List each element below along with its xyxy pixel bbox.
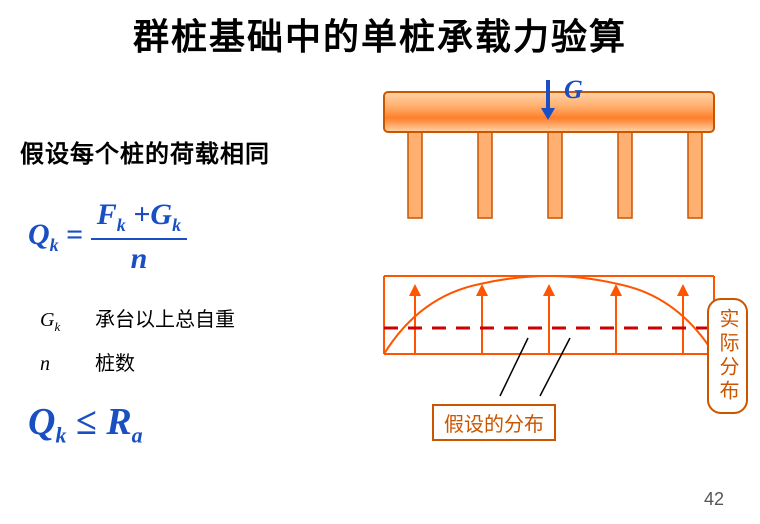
formula-qk-ra: Qk ≤ Ra [28, 400, 143, 449]
actual-distribution-label: 实际分布 [707, 298, 748, 414]
assumption-text: 假设每个桩的荷载相同 [20, 134, 270, 169]
definitions: Gk 承台以上总自重n 桩数 [40, 298, 235, 386]
page-number: 42 [704, 489, 724, 510]
slide-title: 群桩基础中的单桩承载力验算 [0, 0, 760, 60]
assumed-distribution-label: 假设的分布 [432, 404, 556, 441]
svg-text:G: G [564, 80, 583, 104]
formula-qk: Qk = Fk +Gkn [28, 198, 187, 276]
